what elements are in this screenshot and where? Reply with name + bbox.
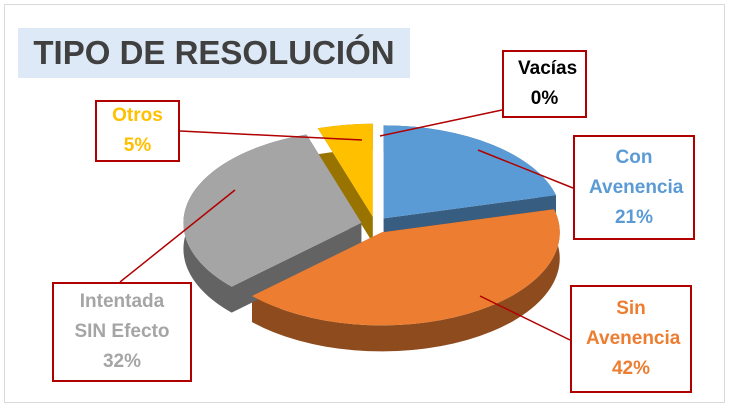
slice	[383, 125, 556, 219]
value-label: 32%	[102, 351, 142, 372]
data-label: Otros 5%	[95, 100, 180, 162]
category-label: Intentada SIN Efecto	[74, 291, 170, 342]
chart-title: TIPO DE RESOLUCIÓN	[18, 28, 410, 78]
leader-line	[119, 189, 236, 283]
category-label: Otros	[112, 105, 163, 126]
chart-frame	[4, 4, 725, 403]
slice	[251, 209, 560, 326]
slice	[317, 123, 373, 217]
data-label: Intentada SIN Efecto 32%	[52, 282, 192, 382]
data-label: Sin Avenencia 42%	[570, 285, 692, 393]
value-label: 21%	[614, 206, 654, 228]
leader-line	[479, 295, 571, 341]
category-label: Sin Avenencia	[586, 298, 681, 349]
category-label: Vacías	[518, 58, 578, 79]
value-label: 0%	[530, 88, 559, 109]
leader-line	[179, 130, 363, 141]
leader-line	[379, 109, 503, 137]
data-label: Con Avenencia 21%	[573, 135, 695, 240]
slice	[183, 134, 362, 287]
leader-line	[477, 149, 574, 189]
category-label: Con Avenencia	[589, 146, 684, 198]
data-label: Vacías 0%	[502, 50, 587, 118]
slice-side	[317, 123, 373, 243]
value-label: 5%	[123, 135, 152, 156]
value-label: 42%	[611, 358, 651, 379]
